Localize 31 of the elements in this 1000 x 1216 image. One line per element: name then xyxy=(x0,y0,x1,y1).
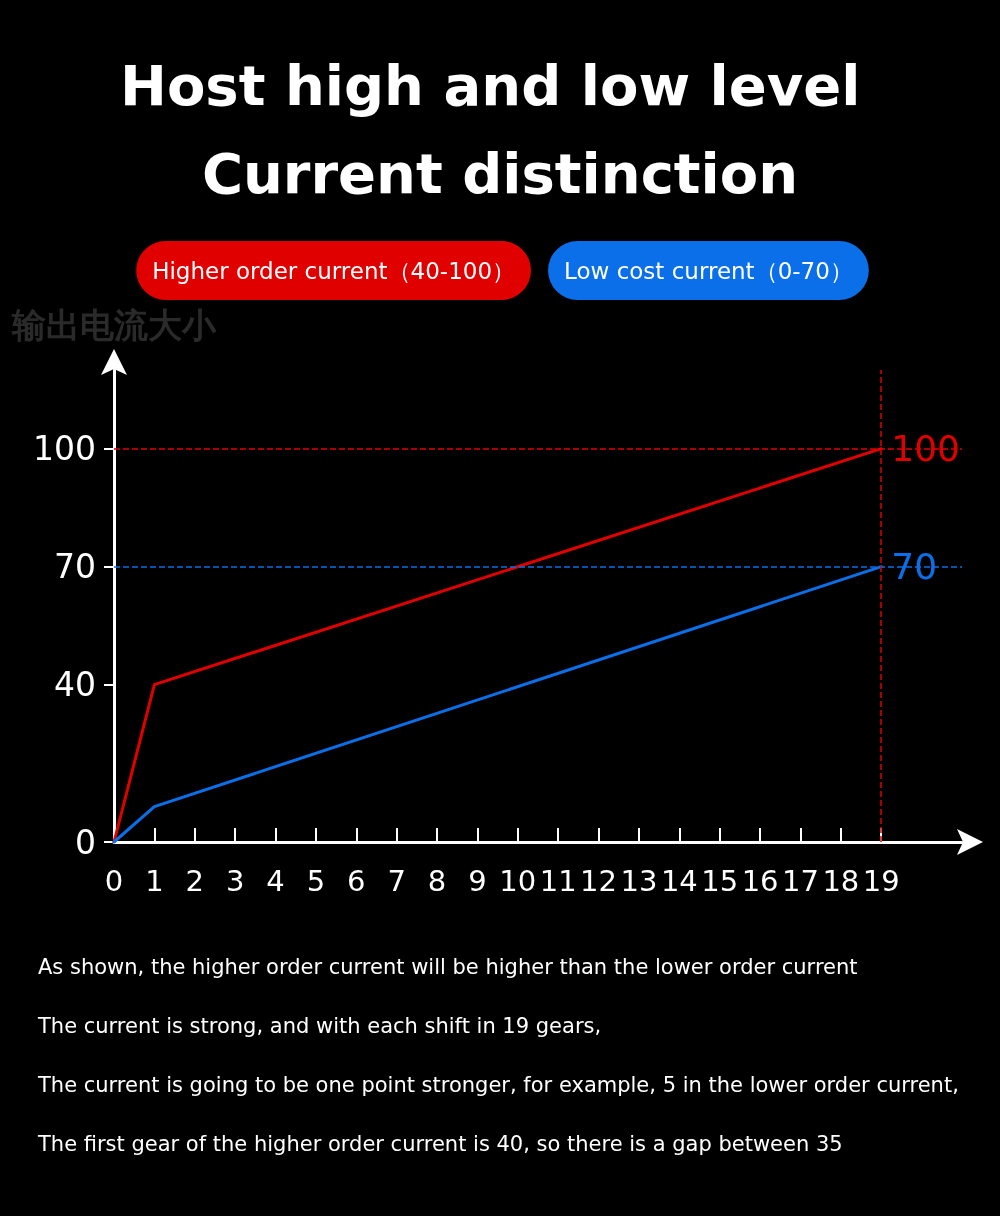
y-tick-label: 40 xyxy=(54,665,96,705)
x-tick-label: 12 xyxy=(580,863,618,898)
x-tick-label: 19 xyxy=(862,863,900,898)
text: Higher order current（40-100） xyxy=(152,257,516,284)
x-tick-label: 1 xyxy=(145,863,164,898)
y-tick-label: 100 xyxy=(33,429,96,469)
x-tick-label: 16 xyxy=(741,863,779,898)
text: Low cost current（0-70） xyxy=(564,257,853,284)
x-tick-label: 4 xyxy=(266,863,285,898)
x-tick-label: 14 xyxy=(660,863,698,898)
text: The first gear of the higher order current is 40, so there is a gap between 35 xyxy=(37,1131,843,1156)
x-tick-label: 9 xyxy=(468,863,487,898)
x-tick-label: 2 xyxy=(185,863,204,898)
y-tick-label: 70 xyxy=(54,547,96,587)
x-tick-label: 13 xyxy=(620,863,658,898)
x-tick-label: 3 xyxy=(225,863,245,898)
text: As shown, the higher order current will be higher than the lower order current xyxy=(38,954,858,979)
text: The current is strong, and with each shift in 19 gears, xyxy=(37,1013,602,1038)
x-tick-label: 17 xyxy=(782,863,819,898)
x-tick-label: 8 xyxy=(427,863,447,898)
x-tick-label: 15 xyxy=(701,863,739,898)
x-tick-label: 18 xyxy=(822,863,860,898)
y-tick-label: 0 xyxy=(75,822,96,862)
x-tick-label: 7 xyxy=(387,863,406,898)
text: The current is going to be one point stronger, for example, 5 in the lower order current, xyxy=(37,1072,959,1097)
x-tick-label: 10 xyxy=(499,863,537,898)
x-tick-label: 11 xyxy=(539,863,577,898)
x-tick-label: 0 xyxy=(104,863,124,898)
chart-title: Host high and low level Current distinction xyxy=(120,52,880,206)
x-tick-label: 6 xyxy=(347,863,366,898)
x-tick-label: 5 xyxy=(306,863,326,898)
